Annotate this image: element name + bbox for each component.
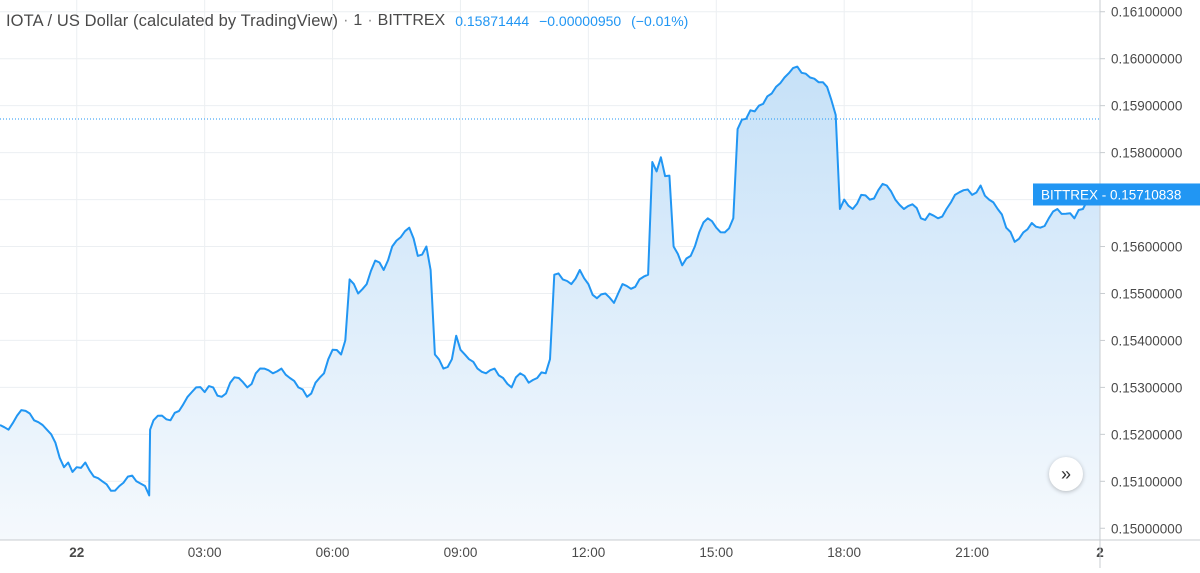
legend-separator: · — [343, 12, 349, 29]
chart-legend: IOTA / US Dollar (calculated by TradingV… — [6, 10, 694, 32]
y-tick-label: 0.15600000 — [1111, 240, 1182, 255]
x-tick-label: 06:00 — [316, 545, 350, 560]
legend-values: 0.15871444 −0.00000950 (−0.01%) — [455, 13, 694, 29]
price-area — [0, 66, 1100, 540]
x-tick-label: 18:00 — [827, 545, 861, 560]
y-tick-label: 0.16100000 — [1111, 5, 1182, 20]
last-price: 0.15871444 — [455, 13, 530, 29]
x-tick-label: 22 — [69, 545, 84, 560]
x-tick-label: 03:00 — [188, 545, 222, 560]
y-tick-label: 0.15100000 — [1111, 474, 1182, 489]
y-tick-label: 0.15500000 — [1111, 286, 1182, 301]
y-tick-label: 0.15800000 — [1111, 146, 1182, 161]
x-tick-label: 12:00 — [571, 545, 605, 560]
double-chevron-right-icon: » — [1060, 463, 1071, 484]
y-tick-label: 0.15400000 — [1111, 333, 1182, 348]
scroll-to-realtime-button[interactable]: » — [1049, 457, 1083, 491]
exchange-label: BITTREX — [377, 12, 446, 29]
price-line — [0, 65, 1101, 497]
legend-separator: · — [367, 12, 373, 29]
x-tick-label: 15:00 — [699, 545, 733, 560]
x-tick-label: 09:00 — [444, 545, 478, 560]
y-tick-label: 0.15300000 — [1111, 380, 1182, 395]
price-change-percent: (−0.01%) — [631, 13, 689, 29]
y-tick-label: 0.15200000 — [1111, 427, 1182, 442]
interval-label: 1 — [353, 12, 363, 29]
symbol-title[interactable]: IOTA / US Dollar (calculated by TradingV… — [6, 11, 339, 30]
y-tick-label: 0.15000000 — [1111, 521, 1182, 536]
current-price-tag: BITTREX - 0.15710838 — [1041, 187, 1181, 202]
current-price-tag-bg — [1033, 183, 1200, 206]
y-tick-label: 0.15900000 — [1111, 99, 1182, 114]
price-change: −0.00000950 — [539, 13, 622, 29]
y-tick-label: 0.16000000 — [1111, 52, 1182, 67]
x-tick-label: 21:00 — [955, 545, 989, 560]
